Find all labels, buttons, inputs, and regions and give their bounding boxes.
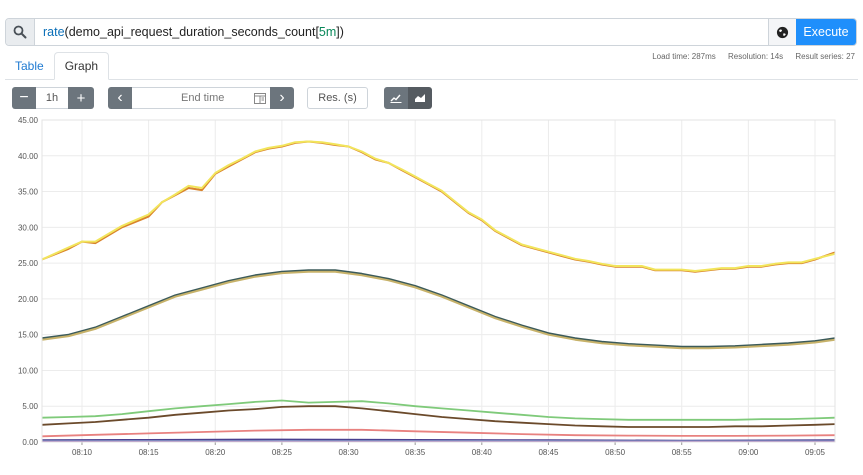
line-chart-icon[interactable] [384,87,408,109]
tab-graph[interactable]: Graph [53,52,110,80]
end-time-next-button[interactable]: › [270,87,294,109]
resolution: Resolution: 14s [728,52,784,61]
series-line [41,140,836,273]
y-tick-label: 15.00 [18,331,39,340]
y-tick-label: 40.00 [18,152,39,161]
x-tick-label: 08:50 [605,448,626,457]
y-tick-label: 0.00 [22,438,38,447]
query-input[interactable]: rate(demo_api_request_duration_seconds_c… [35,19,768,45]
calendar-icon[interactable] [254,93,266,107]
globe-icon[interactable] [768,19,796,45]
y-tick-label: 5.00 [22,402,38,411]
series-line [41,399,836,421]
x-tick-label: 08:35 [405,448,426,457]
area-chart-icon[interactable] [408,87,432,109]
load-time: Load time: 287ms [652,52,716,61]
x-tick-label: 08:55 [672,448,693,457]
series-lines [41,140,836,443]
x-tick-label: 08:30 [339,448,360,457]
end-time-prev-button[interactable]: ‹ [108,87,132,109]
x-tick-label: 08:20 [205,448,226,457]
view-tabs: Table Graph [5,52,110,80]
tab-divider [5,79,858,80]
query-range: 5m [318,25,337,39]
query-open-paren: ( [64,25,69,39]
x-tick-label: 09:00 [738,448,759,457]
query-stats: Load time: 287ms Resolution: 14s Result … [642,52,855,61]
series-line [41,405,836,428]
range-minus-button[interactable]: − [12,87,36,109]
query-function: rate [43,25,65,39]
range-plus-button[interactable]: + [68,87,94,109]
execute-button[interactable]: Execute [796,19,856,45]
series-line [41,140,836,272]
plot-frame [41,119,836,443]
y-axis: 0.00 5.00 10.00 15.00 20.00 25.00 30.00 35.00 40… [18,116,39,447]
grid [42,119,835,443]
line-chart: 0.00 5.00 10.00 15.00 20.00 25.00 30.00 35.00 40… [18,116,836,457]
end-time-input[interactable]: End time [132,87,270,109]
x-axis: 08:10 08:15 08:20 08:25 08:30 08:35 08:40 08:45… [72,442,826,457]
query-open-bracket: [ [315,25,319,39]
search-icon [6,19,35,45]
x-tick-label: 08:25 [272,448,293,457]
series-line [41,428,836,438]
x-tick-label: 08:15 [139,448,160,457]
series-line [41,269,836,348]
x-tick-label: 08:45 [538,448,559,457]
resolution-input[interactable]: Res. (s) [307,87,368,109]
y-tick-label: 35.00 [18,188,39,197]
x-tick-label: 09:05 [805,448,826,457]
y-tick-label: 20.00 [18,295,39,304]
y-tick-label: 45.00 [18,116,39,125]
query-metric: demo_api_request_duration_seconds_count [68,25,316,39]
y-tick-label: 25.00 [18,259,39,268]
query-bar: rate(demo_api_request_duration_seconds_c… [5,18,857,46]
range-input[interactable]: 1h [36,87,68,109]
result-series: Result series: 27 [795,52,855,61]
x-tick-label: 08:10 [72,448,93,457]
query-close: ]) [336,25,344,39]
graph-area: 0.00 5.00 10.00 15.00 20.00 25.00 30.00 35.00 40… [0,112,863,475]
tab-table[interactable]: Table [15,59,44,73]
series-line [41,270,836,350]
y-tick-label: 30.00 [18,223,39,232]
end-time-placeholder: End time [181,92,225,104]
x-tick-label: 08:40 [472,448,493,457]
y-tick-label: 10.00 [18,366,39,375]
